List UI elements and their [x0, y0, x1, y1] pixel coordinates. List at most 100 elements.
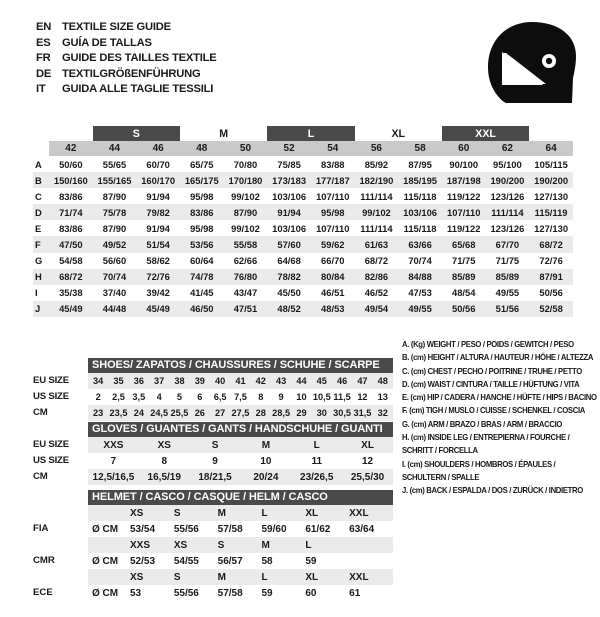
measurement-cell: 79/82 [136, 204, 180, 221]
shoes-cell: 46 [331, 373, 353, 389]
measurement-cell: 48/52 [267, 300, 311, 317]
shoes-cell: 26 [189, 405, 210, 421]
measurement-cell: 49/55 [485, 284, 530, 301]
table-row: 12,5/16,5 16,5/19 18/21,5 20/24 23/26,5 25,5/… [88, 469, 393, 485]
helmet-header-spacer [88, 569, 130, 585]
measurement-cell: 76/80 [223, 268, 268, 285]
legend-line: B. (cm) HEIGHT / ALTURA / HAUTEUR / HÖHE… [402, 353, 594, 363]
table-row: 23 23,5 24 24,5 25,5 26 27 27,5 28 28,5 29 30 30,5 31… [88, 405, 393, 421]
measurement-cell: 87/95 [398, 156, 442, 173]
title-language-code: DE [36, 67, 52, 80]
measurement-cell: 72/76 [529, 252, 573, 269]
measurement-cell: 51/54 [136, 236, 180, 253]
measurement-cell: 70/74 [398, 252, 442, 269]
size-header-cell: 44 [92, 141, 137, 156]
measurement-cell: 57/60 [267, 236, 311, 253]
measurement-cell: 155/165 [92, 172, 137, 189]
helmet-measurement-cell: 61 [349, 585, 393, 601]
title-row: ES GUÍA DE TALLAS [36, 36, 336, 52]
helmet-measurement-cell: 52/53 [130, 553, 174, 569]
title-language-code: FR [36, 52, 51, 65]
legend-line: SCHRITT / FORCELLA [402, 446, 478, 456]
measurement-cell: 60/64 [179, 252, 224, 269]
measurement-cell: 119/122 [441, 220, 486, 237]
measurement-cell: 107/110 [441, 204, 486, 221]
helmet-measurement-cell: 53/54 [130, 521, 174, 537]
size-band-xxl: XXL [441, 126, 530, 141]
measurement-cell: 52/58 [529, 300, 573, 317]
helmet-value-row: Ø CM 52/53 54/55 56/57 58 59 [88, 553, 393, 569]
measurement-cell: 83/88 [310, 156, 355, 173]
shoes-heading: SHOES/ ZAPATOS / CHAUSSURES / SCHUHE / S… [88, 358, 393, 373]
shoes-cell: 2,5 [108, 389, 129, 405]
measurement-cell: 54/58 [49, 252, 93, 269]
shoes-cell: 13 [372, 389, 393, 405]
title-text: TEXTILGRÖßENFÜHRUNG [62, 67, 201, 80]
measurement-cell: 41/45 [179, 284, 224, 301]
measurement-cell: 83/86 [49, 188, 93, 205]
helmet-measurement-cell: 60 [305, 585, 350, 601]
measurement-cell: 43/47 [223, 284, 268, 301]
shoes-size-table: SHOES/ ZAPATOS / CHAUSSURES / SCHUHE / S… [88, 358, 393, 421]
helmet-size-label: XXS [130, 537, 174, 553]
helmet-measurement-cell: 55/56 [173, 521, 218, 537]
measurement-cell: 190/200 [529, 172, 573, 189]
shoes-cell: 34 [88, 373, 109, 389]
measurement-cell: 85/89 [485, 268, 530, 285]
table-row: XXS XS S M L XL [88, 437, 393, 453]
helmet-measurement-cell: 57/58 [217, 585, 262, 601]
size-header-cell: 58 [398, 141, 442, 156]
measurement-cell: 45/49 [49, 300, 93, 317]
helmet-measurement-cell: 59/60 [261, 521, 306, 537]
measurement-cell: 165/175 [179, 172, 224, 189]
title-row: FR GUIDE DES TAILLES TEXTILE [36, 51, 336, 67]
measurement-cell: 87/90 [223, 204, 268, 221]
helmet-header-spacer [88, 537, 130, 553]
shoes-cell: 44 [291, 373, 312, 389]
measurement-cell: 48/54 [441, 284, 486, 301]
shoes-cell: 24,5 [148, 405, 170, 421]
shoes-cell: 10,5 [311, 389, 332, 405]
measurement-cell: 39/42 [136, 284, 180, 301]
measurement-cell: 62/66 [223, 252, 268, 269]
measurement-cell: 56/60 [92, 252, 137, 269]
measurement-cell: 83/86 [179, 204, 224, 221]
helmet-size-label: S [173, 505, 218, 521]
helmet-size-label: XS [130, 569, 174, 585]
shoes-cell: 36 [128, 373, 149, 389]
measurement-cell: 87/91 [529, 268, 573, 285]
measurement-cell: 95/98 [179, 220, 224, 237]
measurement-cell: 85/92 [354, 156, 399, 173]
measurement-cell: 70/74 [92, 268, 137, 285]
title-row: DE TEXTILGRÖßENFÜHRUNG [36, 67, 336, 83]
gloves-cell: 25,5/30 [342, 469, 393, 485]
measurement-cell: 160/170 [136, 172, 180, 189]
helmet-measurement-cell: 61/62 [305, 521, 350, 537]
helmet-measurement-cell: 56/57 [217, 553, 262, 569]
shoes-cell: 4 [148, 389, 170, 405]
measurement-cell: 95/100 [485, 156, 530, 173]
measurement-cell: 71/74 [49, 204, 93, 221]
helmet-standard-label: CMR [33, 555, 55, 566]
measurement-cell: 65/75 [179, 156, 224, 173]
measurement-row-label: D [33, 204, 49, 221]
measurement-cell: 170/180 [223, 172, 268, 189]
shoes-row-labels: EU SIZE US SIZE CM [33, 373, 87, 421]
measurement-cell: 67/70 [485, 236, 530, 253]
measurement-cell: 64/68 [267, 252, 311, 269]
measurement-cell: 99/102 [354, 204, 399, 221]
measurement-cell: 78/82 [267, 268, 311, 285]
measurement-cell: 115/118 [398, 188, 442, 205]
table-row: B 150/160 155/165 160/170 165/175 170/180 173/… [33, 172, 573, 189]
measurement-cell: 75/85 [267, 156, 311, 173]
gloves-cell: 11 [291, 453, 343, 469]
helmet-header-spacer [88, 505, 130, 521]
shoes-cell: 28,5 [270, 405, 292, 421]
legend-line: I. (cm) SHOULDERS / HOMBROS / ÉPAULES / [402, 459, 556, 469]
legend-line: J. (cm) BACK / ESPALDA / DOS / ZURÜCK / … [402, 486, 583, 496]
shoes-cell: 2 [88, 389, 109, 405]
measurement-cell: 55/58 [223, 236, 268, 253]
helmet-size-header-row: XS S M L XL XXL [88, 569, 393, 585]
measurement-cell: 68/72 [49, 268, 93, 285]
measurement-cell: 49/52 [92, 236, 137, 253]
